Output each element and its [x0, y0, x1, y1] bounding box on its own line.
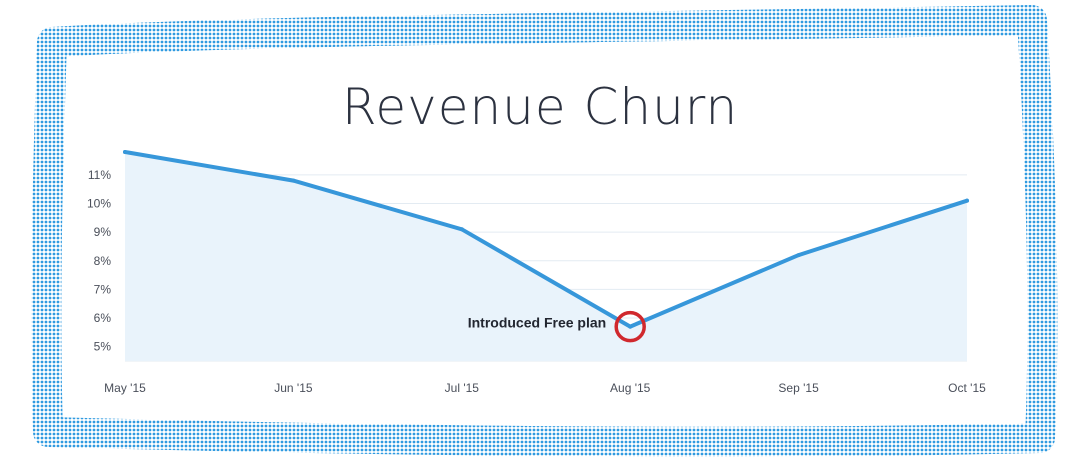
series-line: [123, 150, 969, 329]
highlight-circle: [614, 310, 646, 343]
y-tick-label: 5%: [94, 340, 112, 354]
area-fill: [125, 152, 967, 361]
y-tick-label: 10%: [87, 197, 111, 211]
x-tick-label: Jun '15: [274, 381, 313, 395]
area-layer: [125, 152, 967, 361]
y-tick-label: 9%: [94, 225, 112, 239]
data-point: [291, 178, 296, 183]
y-axis: 5% 6% 7% 8% 9% 10% 11%: [87, 168, 111, 354]
y-tick-label: 6%: [94, 311, 112, 325]
line-layer: [123, 150, 969, 329]
x-tick-label: Jul '15: [445, 381, 480, 395]
x-tick-label: Aug '15: [610, 381, 651, 395]
frame-stroke: [31, 5, 1058, 457]
annotation-label: Introduced Free plan: [468, 315, 606, 331]
x-axis: May '15 Jun '15 Jul '15 Aug '15 Sep '15 Oct '…: [104, 381, 986, 395]
x-tick-label: May '15: [104, 381, 146, 395]
x-tick-label: Sep '15: [778, 381, 819, 395]
annotation-layer: Introduced Free plan: [468, 310, 646, 343]
data-point: [965, 198, 969, 203]
x-tick-label: Oct '15: [948, 381, 986, 395]
data-point: [796, 253, 801, 258]
chart-title: Revenue Churn: [341, 78, 739, 136]
y-tick-label: 7%: [94, 282, 112, 296]
data-point: [628, 324, 633, 329]
data-point: [459, 227, 464, 232]
y-tick-label: 11%: [88, 168, 111, 182]
data-point: [123, 150, 127, 154]
y-tick-label: 8%: [94, 254, 112, 268]
